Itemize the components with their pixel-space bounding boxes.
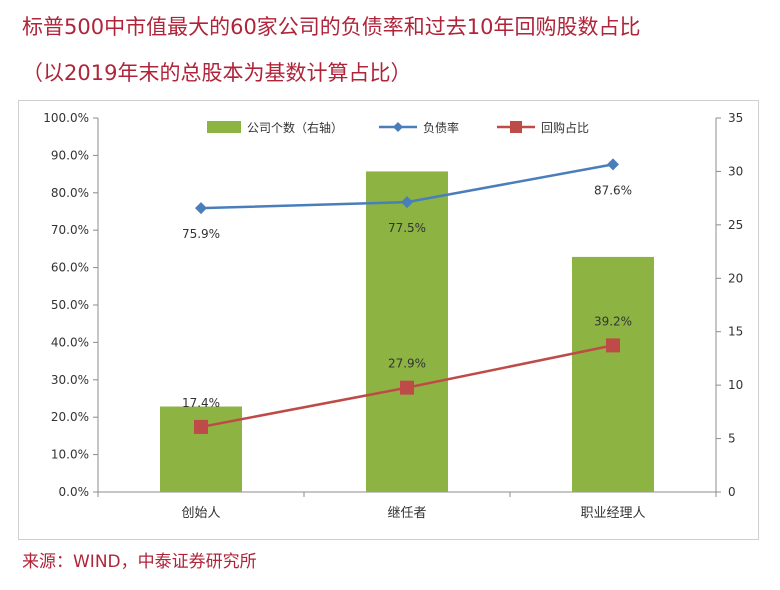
data-point	[607, 158, 619, 171]
x-tick-label: 职业经理人	[580, 506, 645, 521]
data-point	[606, 338, 620, 353]
data-label: 87.6%	[594, 183, 632, 197]
legend-swatch-bars	[207, 121, 241, 133]
bar	[366, 171, 448, 492]
y-left-tick-label: 50.0%	[51, 298, 89, 312]
y-right-tick-label: 35	[728, 111, 743, 125]
y-right-tick-label: 25	[728, 218, 743, 232]
bar	[160, 406, 242, 492]
y-left-tick-label: 60.0%	[51, 261, 89, 275]
y-right-tick-label: 10	[728, 378, 743, 392]
y-left-tick-label: 0.0%	[59, 485, 90, 499]
data-point	[194, 419, 208, 434]
chart-frame: 0.0% 10.0% 20.0% 30.0% 40.0% 50.0% 60.0% 70.0% 8…	[18, 100, 759, 540]
y-left-tick-label: 100.0%	[43, 111, 89, 125]
data-point	[401, 196, 413, 209]
legend-label-bars: 公司个数（右轴）	[247, 120, 343, 135]
y-left-tick-label: 70.0%	[51, 223, 89, 237]
data-label: 27.9%	[388, 357, 426, 371]
chart-subtitle: （以2019年末的总股本为基数计算占比）	[22, 61, 412, 85]
x-tick-label: 继任者	[387, 506, 426, 521]
y-right-tick-label: 20	[728, 271, 743, 285]
chart-title: 标普500中市值最大的60家公司的负债率和过去10年回购股数占比	[22, 15, 641, 39]
data-point	[195, 202, 207, 215]
bar	[572, 256, 654, 492]
y-left-tick-label: 90.0%	[51, 148, 89, 162]
data-label: 39.2%	[594, 314, 632, 328]
y-right-tick-label: 15	[728, 325, 743, 339]
data-point	[400, 380, 414, 395]
y-left-tick-label: 30.0%	[51, 373, 89, 387]
data-label: 75.9%	[182, 227, 220, 241]
y-right-tick-label: 30	[728, 164, 743, 178]
x-tick-label: 创始人	[181, 506, 220, 521]
y-left-tick-label: 20.0%	[51, 410, 89, 424]
y-right-tick-label: 5	[728, 432, 736, 446]
source-note: 来源：WIND，中泰证券研究所	[22, 552, 257, 572]
legend-label-debt: 负债率	[423, 120, 459, 135]
combo-chart: 0.0% 10.0% 20.0% 30.0% 40.0% 50.0% 60.0% 70.0% 8…	[43, 111, 743, 521]
y-left-tick-label: 40.0%	[51, 335, 89, 349]
legend-label-buyback: 回购占比	[541, 120, 589, 135]
legend-marker-debt	[393, 122, 403, 132]
y-left-tick-label: 10.0%	[51, 448, 89, 462]
legend-marker-buyback	[510, 121, 522, 133]
data-label: 17.4%	[182, 396, 220, 410]
y-left-tick-label: 80.0%	[51, 186, 89, 200]
data-label: 77.5%	[388, 221, 426, 235]
y-right-tick-label: 0	[728, 485, 736, 499]
